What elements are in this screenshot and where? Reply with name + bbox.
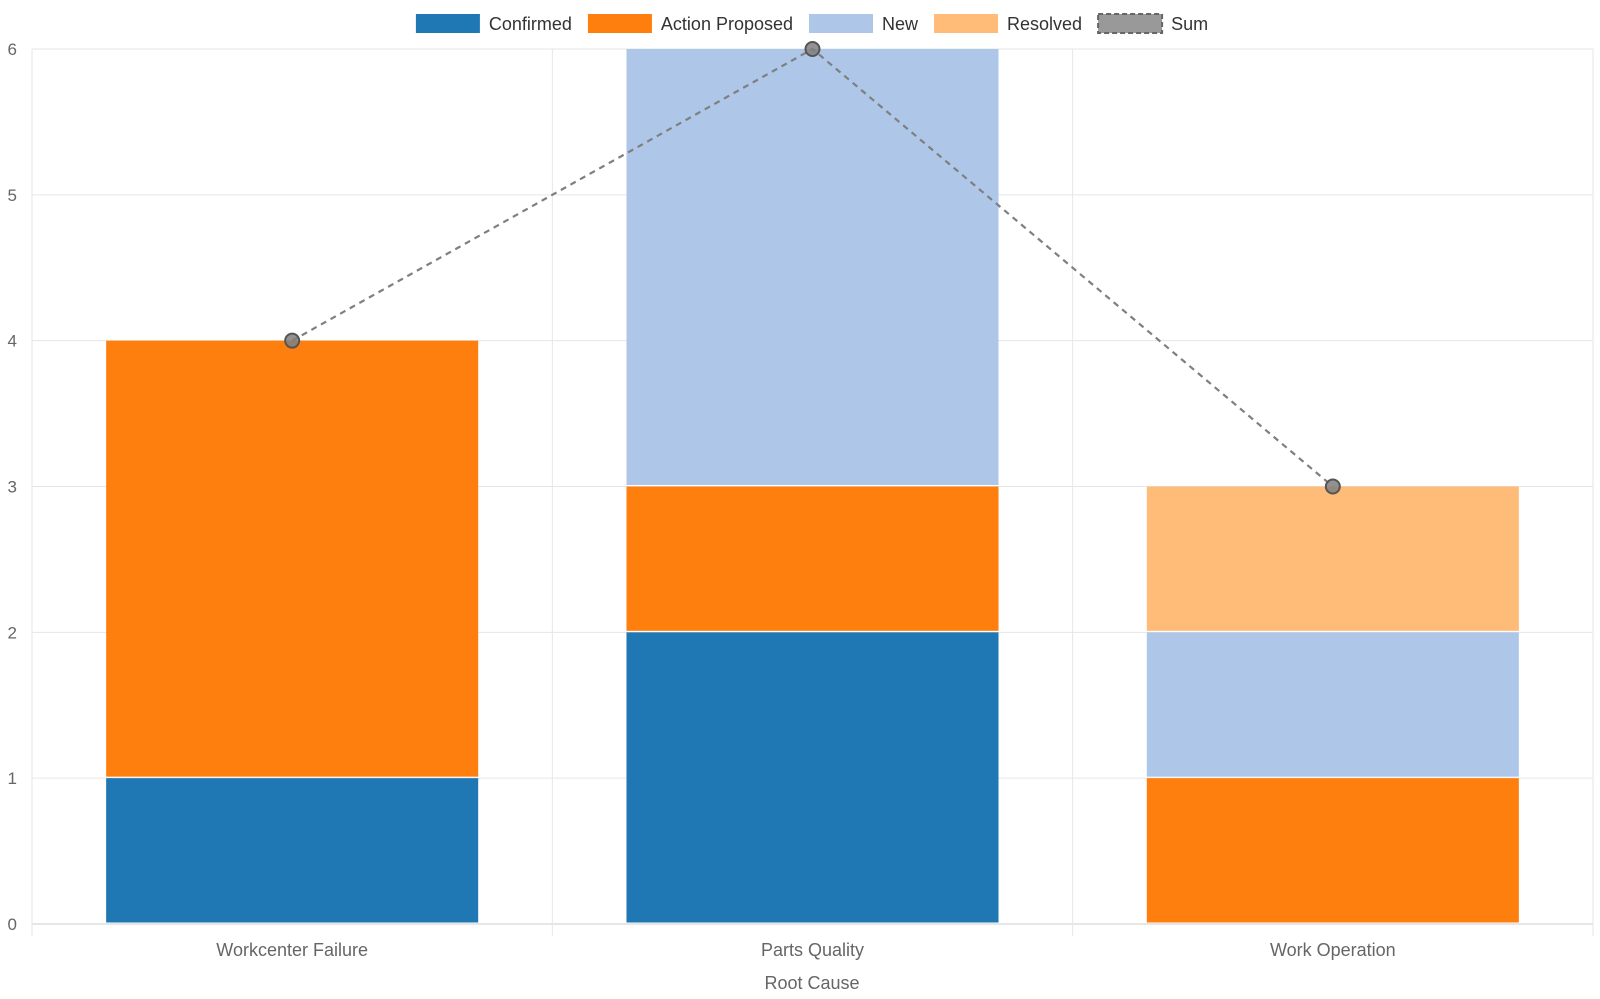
y-tick-label: 4 <box>8 332 17 351</box>
legend-item: Action Proposed <box>587 14 793 34</box>
y-tick-label: 5 <box>8 186 17 205</box>
bar-segment <box>1146 486 1519 631</box>
sum-point <box>284 332 301 349</box>
legend-item: Sum <box>1097 13 1208 34</box>
bar-segment <box>626 486 999 631</box>
y-tick-label: 3 <box>8 478 17 497</box>
y-tick-label: 6 <box>8 40 17 59</box>
x-axis-categories: Workcenter Failure Parts Quality Work Oper… <box>216 940 1395 960</box>
x-axis-title: Root Cause <box>764 973 859 993</box>
bar-segment <box>626 632 999 923</box>
y-tick-label: 0 <box>8 915 17 934</box>
legend-swatch <box>587 14 652 33</box>
legend: Confirmed Action Proposed New Resolved Sum <box>415 13 1208 34</box>
x-category-label: Parts Quality <box>761 940 864 960</box>
legend-label: Action Proposed <box>661 14 793 34</box>
sum-line <box>284 41 1341 495</box>
legend-item: New <box>809 14 919 34</box>
bar-segment <box>1146 778 1519 923</box>
legend-item: Confirmed <box>415 14 572 34</box>
bar-segment <box>106 340 479 777</box>
y-tick-label: 2 <box>8 623 17 642</box>
legend-swatch <box>415 14 480 33</box>
legend-label: Resolved <box>1007 14 1082 34</box>
legend-swatch <box>1097 13 1164 34</box>
bar-segment <box>106 778 479 923</box>
legend-item: Resolved <box>934 14 1082 34</box>
legend-label: Sum <box>1171 14 1208 34</box>
sum-point <box>1324 478 1341 495</box>
legend-label: Confirmed <box>489 14 572 34</box>
y-tick-label: 1 <box>8 769 17 788</box>
bar-segment <box>626 49 999 485</box>
legend-swatch <box>809 14 874 33</box>
legend-swatch <box>934 14 999 33</box>
x-category-label: Workcenter Failure <box>216 940 368 960</box>
sum-point <box>804 41 821 57</box>
bars <box>106 49 1519 923</box>
bar-segment <box>1146 632 1519 777</box>
y-axis-ticks: 0 1 2 3 4 5 6 <box>8 40 17 934</box>
x-category-label: Work Operation <box>1270 940 1396 960</box>
legend-label: New <box>882 14 919 34</box>
